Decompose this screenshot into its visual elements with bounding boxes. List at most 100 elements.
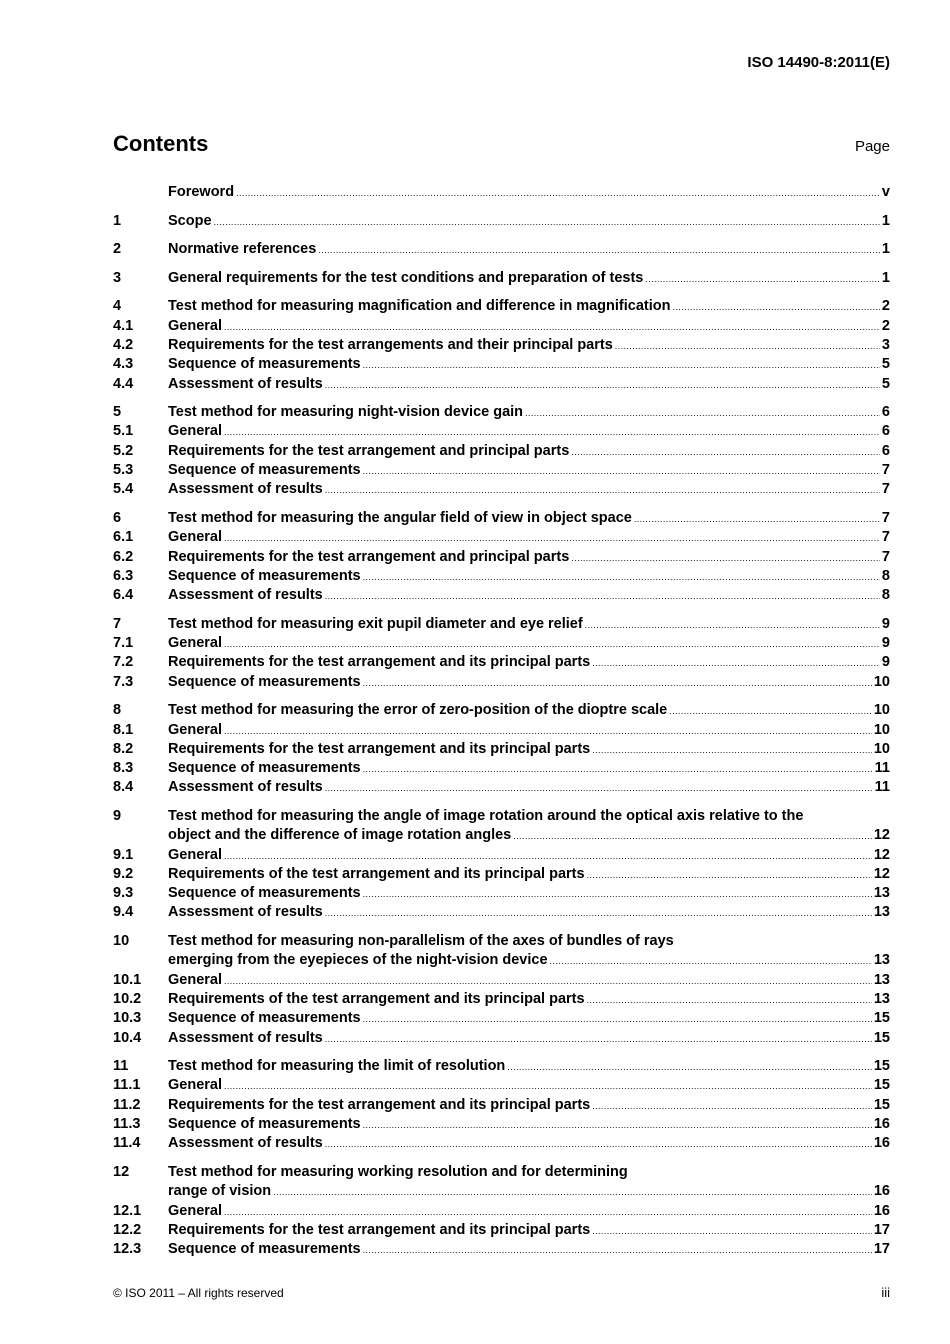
toc-entry[interactable]: 8.3 Sequence of measurements.............… bbox=[113, 759, 890, 778]
toc-entry[interactable]: 5 Test method for measuring night-vision … bbox=[113, 403, 890, 422]
toc-entry[interactable]: 8 Test method for measuring the error of … bbox=[113, 701, 890, 720]
toc-entry[interactable]: 10.1 General.............................… bbox=[113, 971, 890, 990]
toc-number: 5.1 bbox=[113, 423, 134, 440]
toc-entry[interactable]: 12.1 General.............................… bbox=[113, 1202, 890, 1221]
toc-number: 9.4 bbox=[113, 904, 134, 921]
toc-group: 10 Test method for measuring non-parallel… bbox=[113, 932, 890, 1048]
toc-number: 2 bbox=[113, 241, 122, 258]
toc-entry[interactable]: 11.2 Requirements for the test arrangemen… bbox=[113, 1096, 890, 1115]
toc-entry[interactable]: 12.2 Requirements for the test arrangemen… bbox=[113, 1221, 890, 1240]
toc-page: 15 bbox=[873, 1058, 890, 1075]
toc-group: 4 Test method for measuring magnification… bbox=[113, 297, 890, 393]
toc-entry[interactable]: 7 Test method for measuring exit pupil di… bbox=[113, 615, 890, 634]
toc-entry[interactable]: 12.3 Sequence of measurements............… bbox=[113, 1240, 890, 1259]
toc-entry[interactable]: 8.2 Requirements for the test arrangement… bbox=[113, 740, 890, 759]
toc-entry[interactable]: 5.1 General..............................… bbox=[113, 422, 890, 441]
toc-page: 7 bbox=[881, 548, 890, 565]
toc-entry[interactable]: 11.1 General.............................… bbox=[113, 1076, 890, 1095]
toc-entry-line[interactable]: 10 Test method for measuring non-parallel… bbox=[113, 932, 890, 951]
toc-page: 5 bbox=[881, 356, 890, 373]
toc-entry[interactable]: 6.2 Requirements for the test arrangement… bbox=[113, 548, 890, 567]
toc-number: 5.2 bbox=[113, 442, 134, 459]
toc-entry[interactable]: 11.3 Sequence of measurements............… bbox=[113, 1115, 890, 1134]
toc-number: 11.4 bbox=[113, 1135, 141, 1152]
toc-entry[interactable]: 3 General requirements for the test condi… bbox=[113, 269, 890, 288]
toc-entry[interactable]: 9.3 Sequence of measurements.............… bbox=[113, 884, 890, 903]
toc-title: General bbox=[168, 1202, 222, 1219]
toc-number: 11.2 bbox=[113, 1096, 141, 1113]
toc-entry[interactable]: 2 Normative references...................… bbox=[113, 240, 890, 259]
toc-entry[interactable]: 4 Test method for measuring magnification… bbox=[113, 297, 890, 316]
dot-leader: ........................................… bbox=[324, 908, 872, 919]
toc-page: 5 bbox=[881, 375, 890, 392]
toc-number: 10.1 bbox=[113, 971, 142, 988]
toc-entry-line[interactable]: 9 Test method for measuring the angle of … bbox=[113, 807, 890, 826]
toc-number: 12.1 bbox=[113, 1202, 142, 1219]
toc-entry[interactable]: 9.1 General..............................… bbox=[113, 846, 890, 865]
toc-page: 12 bbox=[873, 865, 890, 882]
toc-entry[interactable]: 6.1 General..............................… bbox=[113, 528, 890, 547]
toc-entry[interactable]: 10.4 Assessment of results...............… bbox=[113, 1029, 890, 1048]
toc-title: Sequence of measurements bbox=[168, 356, 361, 373]
toc-page: 16 bbox=[873, 1116, 890, 1133]
dot-leader: ........................................… bbox=[224, 427, 880, 438]
toc-number: 6 bbox=[113, 509, 122, 526]
dot-leader: ........................................… bbox=[586, 994, 872, 1005]
toc-entry[interactable]: 7.3 Sequence of measurements.............… bbox=[113, 673, 890, 692]
dot-leader: ........................................… bbox=[362, 1245, 872, 1256]
toc-title: Test method for measuring exit pupil dia… bbox=[168, 615, 583, 632]
toc-entry[interactable]: 4.1 General..............................… bbox=[113, 317, 890, 336]
toc-entry[interactable]: 4.3 Sequence of measurements.............… bbox=[113, 355, 890, 374]
toc-entry[interactable]: 4.2 Requirements for the test arrangement… bbox=[113, 336, 890, 355]
toc-number: 7.3 bbox=[113, 673, 134, 690]
dot-leader: ........................................… bbox=[645, 273, 880, 284]
toc-page: 13 bbox=[873, 885, 890, 902]
toc-group: 9 Test method for measuring the angle of … bbox=[113, 807, 890, 923]
toc-entry[interactable]: 8.4 Assessment of results................… bbox=[113, 778, 890, 797]
toc-entry[interactable]: 10.2 Requirements of the test arrangement… bbox=[113, 990, 890, 1009]
toc-entry[interactable]: 5.2 Requirements for the test arrangement… bbox=[113, 442, 890, 461]
dot-leader: ........................................… bbox=[324, 379, 880, 390]
toc-title: General requirements for the test condit… bbox=[168, 269, 644, 286]
toc-entry[interactable]: 11 Test method for measuring the limit of… bbox=[113, 1057, 890, 1076]
toc-entry[interactable]: 7.1 General..............................… bbox=[113, 634, 890, 653]
toc-page: 13 bbox=[873, 971, 890, 988]
toc-entry[interactable]: Foreword................................… bbox=[113, 183, 890, 202]
toc-title: Requirements for the test arrangement an… bbox=[168, 1221, 591, 1238]
toc-entry[interactable]: emerging from the eyepieces of the night… bbox=[113, 951, 890, 970]
toc-entry[interactable]: range of vision.........................… bbox=[113, 1182, 890, 1201]
toc-title-line1: Test method for measuring the angle of i… bbox=[168, 807, 804, 824]
toc-entry[interactable]: 9.4 Assessment of results................… bbox=[113, 903, 890, 922]
toc-group: 7 Test method for measuring exit pupil di… bbox=[113, 615, 890, 692]
document-id: ISO 14490-8:2011(E) bbox=[747, 54, 890, 71]
toc-entry[interactable]: 6 Test method for measuring the angular f… bbox=[113, 509, 890, 528]
toc-entry[interactable]: 4.4 Assessment of results................… bbox=[113, 375, 890, 394]
toc-number: 4 bbox=[113, 298, 122, 315]
toc-page: 8 bbox=[881, 567, 890, 584]
toc-entry[interactable]: 9.2 Requirements of the test arrangement … bbox=[113, 865, 890, 884]
toc-number: 6.1 bbox=[113, 529, 134, 546]
toc-entry[interactable]: 8.1 General..............................… bbox=[113, 721, 890, 740]
toc-number: 12.2 bbox=[113, 1221, 142, 1238]
toc-entry[interactable]: object and the difference of image rotat… bbox=[113, 826, 890, 845]
toc-entry-line[interactable]: 12 Test method for measuring working reso… bbox=[113, 1163, 890, 1182]
toc-entry[interactable]: 1 Scope..................................… bbox=[113, 212, 890, 231]
toc-title: Test method for measuring magnification … bbox=[168, 298, 671, 315]
toc-page: 11 bbox=[874, 779, 890, 796]
toc-title-line1: Test method for measuring working resolu… bbox=[168, 1163, 628, 1180]
toc-entry[interactable]: 10.3 Sequence of measurements............… bbox=[113, 1009, 890, 1028]
toc-page: 11 bbox=[874, 760, 890, 777]
dot-leader: ........................................… bbox=[614, 340, 880, 351]
toc-page: 16 bbox=[873, 1135, 890, 1152]
dot-leader: ........................................… bbox=[669, 706, 872, 717]
toc-entry[interactable]: 5.4 Assessment of results................… bbox=[113, 480, 890, 499]
toc-entry[interactable]: 7.2 Requirements for the test arrangement… bbox=[113, 653, 890, 672]
toc-group: 12 Test method for measuring working reso… bbox=[113, 1163, 890, 1259]
toc-entry[interactable]: 5.3 Sequence of measurements.............… bbox=[113, 461, 890, 480]
toc-entry[interactable]: 6.4 Assessment of results................… bbox=[113, 586, 890, 605]
toc-title: General bbox=[168, 846, 222, 863]
toc-entry[interactable]: 11.4 Assessment of results...............… bbox=[113, 1134, 890, 1153]
toc-title: Requirements for the test arrangement an… bbox=[168, 740, 591, 757]
toc-title: General bbox=[168, 971, 222, 988]
toc-entry[interactable]: 6.3 Sequence of measurements.............… bbox=[113, 567, 890, 586]
